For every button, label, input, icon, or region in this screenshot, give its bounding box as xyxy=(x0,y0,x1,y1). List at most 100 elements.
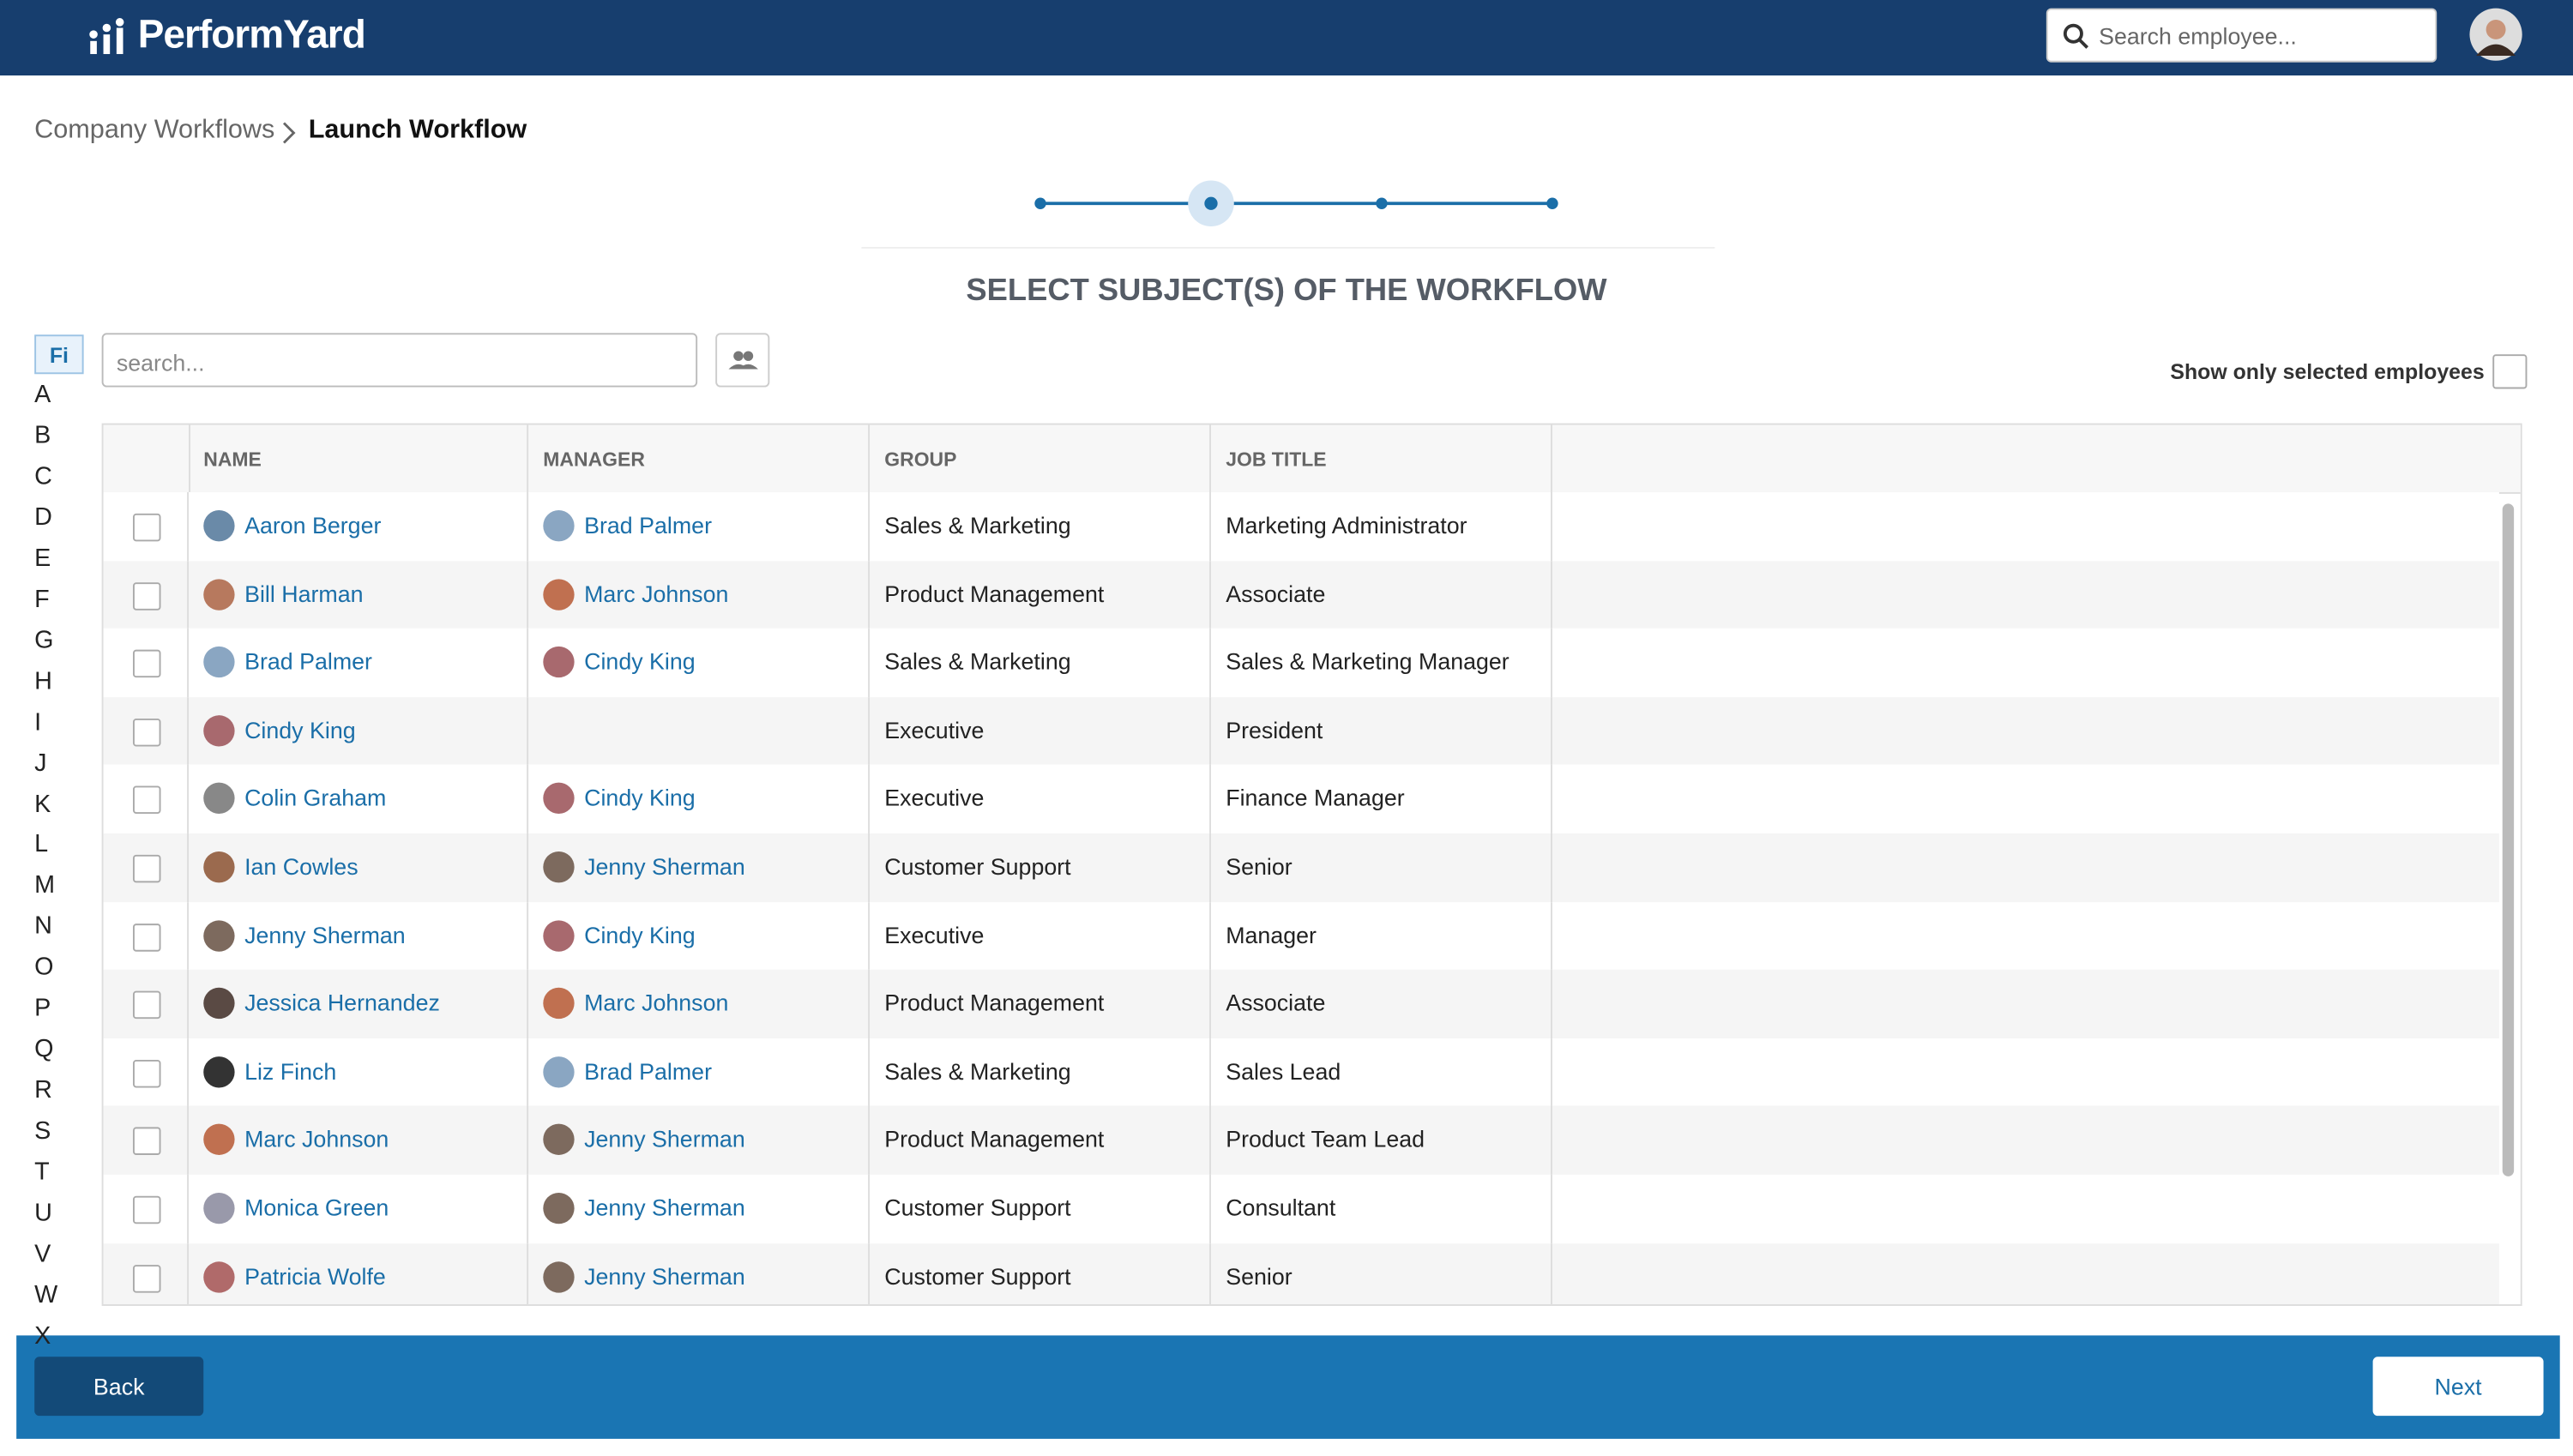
column-header[interactable]: MANAGER xyxy=(528,424,871,494)
letter-filter[interactable]: L xyxy=(34,830,49,859)
letter-filter[interactable]: Q xyxy=(34,1035,54,1064)
letter-filter[interactable]: M xyxy=(34,871,56,900)
employee-name[interactable]: Liz Finch xyxy=(189,1038,529,1107)
table-row xyxy=(103,696,2499,766)
user-avatar[interactable] xyxy=(2468,7,2524,63)
avatar xyxy=(203,1192,235,1224)
manager-name[interactable]: Cindy King xyxy=(528,629,871,697)
row-checkbox[interactable] xyxy=(132,854,161,883)
letter-filter[interactable]: W xyxy=(34,1281,58,1309)
letter-filter[interactable]: J xyxy=(34,749,47,778)
job-title: Associate xyxy=(1211,560,1552,629)
letter-filter[interactable]: P xyxy=(34,994,51,1023)
row-checkbox[interactable] xyxy=(132,718,161,747)
row-checkbox[interactable] xyxy=(132,786,161,815)
checkbox-cell xyxy=(104,629,190,697)
employee-name[interactable]: Marc Johnson xyxy=(189,1106,529,1175)
row-checkbox[interactable] xyxy=(132,513,161,542)
letter-filter[interactable]: S xyxy=(34,1117,51,1146)
avatar xyxy=(203,988,235,1020)
column-header[interactable]: GROUP xyxy=(870,424,1211,494)
row-checkbox[interactable] xyxy=(132,650,161,678)
header-checkbox-column xyxy=(104,424,190,492)
manager-name[interactable]: Jenny Sherman xyxy=(528,1242,871,1305)
manager-name[interactable]: Marc Johnson xyxy=(528,970,871,1038)
table-row xyxy=(103,629,2499,697)
letter-filter[interactable]: T xyxy=(34,1158,50,1187)
avatar xyxy=(203,1124,235,1156)
manager-name[interactable]: Marc Johnson xyxy=(528,560,871,629)
column-header[interactable]: JOB TITLE xyxy=(1211,424,1552,494)
show-selected-checkbox[interactable] xyxy=(2492,354,2528,389)
letter-filter[interactable]: D xyxy=(34,503,52,532)
employee-name[interactable]: Ian Cowles xyxy=(189,833,529,902)
row-checkbox[interactable] xyxy=(132,990,161,1020)
letter-filter[interactable]: R xyxy=(34,1076,52,1104)
global-search[interactable]: Search employee... xyxy=(2046,8,2437,63)
letter-filter[interactable]: E xyxy=(34,544,51,573)
letter-filter[interactable]: G xyxy=(34,626,54,654)
row-checkbox[interactable] xyxy=(132,581,161,610)
manager-name[interactable]: Brad Palmer xyxy=(528,1038,871,1107)
employee-name[interactable]: Cindy King xyxy=(189,696,529,766)
table-row xyxy=(103,560,2499,629)
letter-filter[interactable]: X xyxy=(34,1321,51,1351)
letter-filter[interactable]: A xyxy=(34,380,51,409)
row-checkbox[interactable] xyxy=(132,1264,161,1292)
group: Customer Support xyxy=(870,1242,1211,1305)
breadcrumb-link[interactable]: Company Workflows xyxy=(34,116,275,145)
letter-filter[interactable]: U xyxy=(34,1199,52,1228)
employee-name[interactable]: Jenny Sherman xyxy=(189,901,529,971)
filter-tab[interactable]: Fi xyxy=(34,334,84,375)
group: Sales & Marketing xyxy=(870,491,1211,561)
row-checkbox[interactable] xyxy=(132,1195,161,1224)
letter-filter[interactable]: V xyxy=(34,1240,51,1268)
job-title: Marketing Administrator xyxy=(1211,491,1552,561)
employee-name[interactable]: Brad Palmer xyxy=(189,629,529,697)
manager-name[interactable]: Jenny Sherman xyxy=(528,833,871,902)
letter-filter[interactable]: B xyxy=(34,421,51,450)
search-input[interactable]: search... xyxy=(101,333,698,388)
letter-filter[interactable]: H xyxy=(34,667,52,695)
checkbox-cell xyxy=(104,696,190,766)
row-checkbox[interactable] xyxy=(132,1059,161,1088)
avatar xyxy=(543,647,575,678)
logo[interactable]: PerformYard xyxy=(137,13,366,57)
table-row xyxy=(103,970,2499,1038)
column-header[interactable]: NAME xyxy=(189,424,529,494)
letter-filter[interactable]: N xyxy=(34,912,52,941)
group-filter-button[interactable] xyxy=(715,333,770,388)
manager-name[interactable]: Cindy King xyxy=(528,765,871,833)
manager-name[interactable]: Jenny Sherman xyxy=(528,1106,871,1175)
checkbox-cell xyxy=(104,970,190,1038)
table-row xyxy=(103,901,2499,971)
row-checkbox[interactable] xyxy=(132,1128,161,1156)
checkbox-cell xyxy=(104,1242,190,1305)
letter-filter[interactable]: I xyxy=(34,707,42,737)
employee-name[interactable]: Colin Graham xyxy=(189,765,529,833)
employee-name[interactable]: Bill Harman xyxy=(189,560,529,629)
table-row xyxy=(103,1242,2499,1305)
top-bar: PerformYard Search employee... xyxy=(0,0,2573,76)
letter-filter[interactable]: K xyxy=(34,790,51,818)
employee-name[interactable]: Monica Green xyxy=(189,1174,529,1243)
job-title: Sales & Marketing Manager xyxy=(1211,629,1552,697)
manager-name[interactable]: Brad Palmer xyxy=(528,491,871,561)
avatar xyxy=(543,851,575,883)
row-checkbox[interactable] xyxy=(132,923,161,951)
next-button[interactable]: Next xyxy=(2372,1357,2544,1417)
letter-filter[interactable]: O xyxy=(34,954,54,982)
manager-name[interactable]: Cindy King xyxy=(528,901,871,971)
checkbox-cell xyxy=(104,491,190,561)
employee-name[interactable]: Jessica Hernandez xyxy=(189,970,529,1038)
job-title: Senior xyxy=(1211,1242,1552,1305)
job-title: Associate xyxy=(1211,970,1552,1038)
manager-name[interactable]: Jenny Sherman xyxy=(528,1174,871,1243)
letter-filter[interactable]: F xyxy=(34,585,50,614)
employee-name[interactable]: Patricia Wolfe xyxy=(189,1242,529,1305)
employee-name[interactable]: Aaron Berger xyxy=(189,491,529,561)
letter-filter[interactable]: C xyxy=(34,462,52,490)
checkbox-cell xyxy=(104,901,190,971)
back-button[interactable]: Back xyxy=(34,1357,204,1417)
